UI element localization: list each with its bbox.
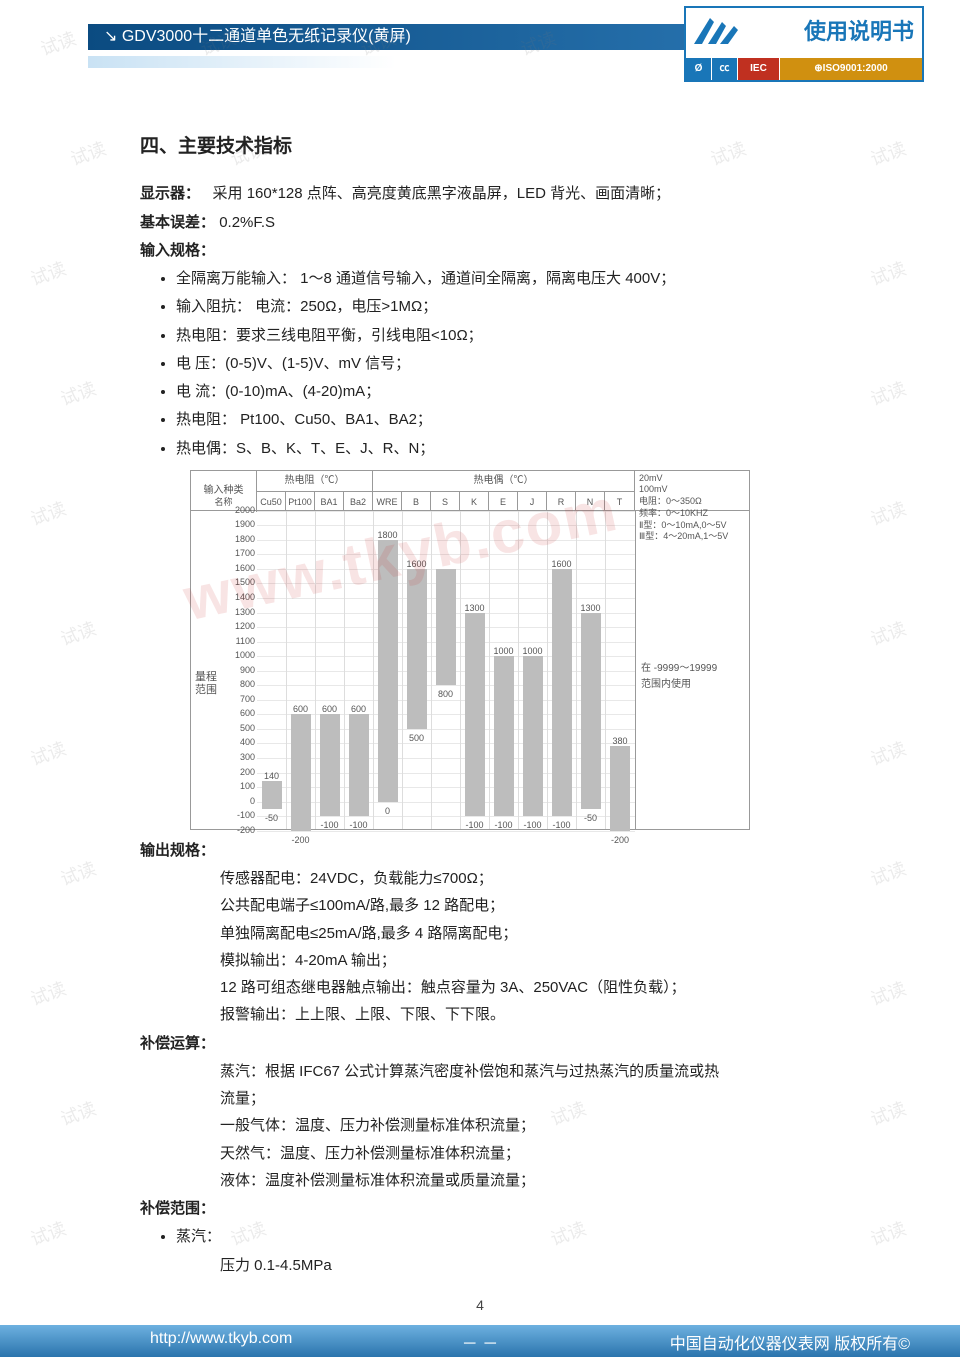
page-number: 4: [476, 1297, 484, 1313]
output-line: 报警输出：上上限、上限、下限、下下限。: [220, 1002, 860, 1028]
chart-h4-line: 100mV: [639, 484, 668, 496]
chart-bar: [465, 613, 485, 817]
range-chart: 输入种类 热电阻（℃） 热电偶（℃） 20mV 100mV 电阻：0～350Ω …: [190, 470, 750, 830]
range-label: 补偿范围：: [140, 1196, 860, 1222]
comp-line: 流量；: [220, 1086, 860, 1112]
chart-h4-line: Ⅲ型：4～20mA,1～5V: [639, 531, 728, 543]
input-bullet: 电 压：(0-5)V、(1-5)V、mV 信号；: [176, 351, 860, 377]
header-corner: 使用说明书 Ø ㏄ IEC ⊕ISO9001:2000: [684, 6, 924, 82]
watermark-small: 试读: [27, 255, 70, 292]
logo-wing-icon: [692, 12, 742, 46]
watermark-small: 试读: [867, 615, 910, 652]
chart-h4-line: Ⅱ型：0～10mA,0～5V: [639, 520, 726, 532]
chart-bar: [262, 781, 282, 809]
badge-4: ⊕ISO9001:2000: [780, 58, 922, 80]
chart-ylabels: -200-10001002003004005006007008009001000…: [227, 511, 257, 829]
comp-block: 蒸汽：根据 IFC67 公式计算蒸汽密度补偿饱和蒸汽与过热蒸汽的质量流或热 流量…: [220, 1059, 860, 1194]
content: 四、主要技术指标 显示器： 采用 160*128 点阵、高亮度黄底黑字液晶屏，L…: [140, 120, 860, 1280]
chart-bar: [610, 746, 630, 830]
footer-dash: － －: [462, 1330, 498, 1354]
input-bullet: 电 流：(0-10)mA、(4-20)mA；: [176, 379, 860, 405]
output-line: 12 路可组态继电器触点输出：触点容量为 3A、250VAC（阻性负载）；: [220, 975, 860, 1001]
range-block: 压力 0.1-4.5MPa: [220, 1253, 860, 1279]
banner-text: GDV3000十二通道单色无纸记录仪(黄屏): [122, 28, 411, 45]
chart-bar: [407, 569, 427, 729]
footer-copyright: 中国自动化仪器仪表网 版权所有©: [670, 1330, 910, 1354]
section-title: 四、主要技术指标: [140, 130, 860, 163]
output-line: 单独隔离配电≤25mA/路,最多 4 路隔离配电；: [220, 921, 860, 947]
output-line: 传感器配电：24VDC，负载能力≤700Ω；: [220, 866, 860, 892]
watermark-small: 试读: [867, 375, 910, 412]
chart-col-header-2: 热电阻（℃）: [257, 471, 373, 491]
watermark-small: 试读: [867, 735, 910, 772]
corner-title: 使用说明书: [804, 14, 914, 46]
footer-url: http://www.tkyb.com: [150, 1330, 292, 1348]
range-val: 压力 0.1-4.5MPa: [220, 1253, 860, 1279]
comp-line: 天然气：温度、压力补偿测量标准体积流量；: [220, 1141, 860, 1167]
watermark-small: 试读: [867, 975, 910, 1012]
comp-line: 液体：温度补偿测量标准体积流量或质量流量；: [220, 1168, 860, 1194]
input-bullets: 全隔离万能输入： 1～8 通道信号输入，通道间全隔离，隔离电压大 400V； 输…: [176, 266, 860, 462]
comp-line: 一般气体：温度、压力补偿测量标准体积流量；: [220, 1113, 860, 1139]
watermark-small: 试读: [37, 25, 80, 62]
chart-bar: [523, 656, 543, 816]
watermark-small: 试读: [57, 615, 100, 652]
input-bullet: 热电偶：S、B、K、T、E、J、R、N；: [176, 436, 860, 462]
watermark-small: 试读: [867, 135, 910, 172]
chart-col-header-3: 热电偶（℃）: [373, 471, 635, 491]
watermark-small: 试读: [57, 375, 100, 412]
footer: http://www.tkyb.com － － 中国自动化仪器仪表网 版权所有©: [0, 1325, 960, 1357]
chart-bar: [378, 540, 398, 802]
chart-bar: [436, 569, 456, 685]
input-bullet: 热电阻：要求三线电阻平衡，引线电阻<10Ω；: [176, 323, 860, 349]
watermark-small: 试读: [27, 975, 70, 1012]
chart-right-note: 在 -9999～19999 范围内使用: [641, 661, 743, 693]
watermark-small: 试读: [57, 1095, 100, 1132]
input-bullet: 输入阻抗： 电流：250Ω，电压>1MΩ；: [176, 294, 860, 320]
chart-bar: [291, 714, 311, 830]
chart-bar: [552, 569, 572, 816]
error-val: 0.2%F.S: [219, 214, 275, 231]
watermark-small: 试读: [867, 855, 910, 892]
chart-h4-line: 20mV: [639, 473, 663, 485]
header-badges: Ø ㏄ IEC ⊕ISO9001:2000: [686, 58, 922, 80]
display-label: 显示器：: [140, 185, 200, 202]
input-label: 输入规格：: [140, 238, 860, 264]
chart-h4-line: 电阻：0～350Ω: [639, 496, 702, 508]
chart-plot: 140-50600-200600-100600-1001800016005008…: [257, 511, 635, 829]
chart-h4-line: 频率：0～10KHZ: [639, 508, 708, 520]
chart-bar: [494, 656, 514, 816]
watermark-small: 试读: [27, 495, 70, 532]
watermark-small: 试读: [867, 1095, 910, 1132]
output-line: 公共配电端子≤100mA/路,最多 12 路配电；: [220, 893, 860, 919]
error-label: 基本误差：: [140, 214, 215, 231]
chart-col-header-4: 20mV 100mV 电阻：0～350Ω 频率：0～10KHZ Ⅱ型：0～10m…: [635, 471, 749, 510]
output-line: 模拟输出：4-20mA 输出；: [220, 948, 860, 974]
watermark-small: 试读: [867, 255, 910, 292]
banner-icon: ↘: [104, 28, 117, 45]
comp-label: 补偿运算：: [140, 1031, 860, 1057]
input-bullet: 全隔离万能输入： 1～8 通道信号输入，通道间全隔离，隔离电压大 400V；: [176, 266, 860, 292]
watermark-small: 试读: [57, 855, 100, 892]
range-bullet: 蒸汽：: [176, 1224, 860, 1250]
output-label: 输出规格：: [140, 838, 860, 864]
watermark-small: 试读: [867, 1215, 910, 1252]
output-block: 传感器配电：24VDC，负载能力≤700Ω； 公共配电端子≤100mA/路,最多…: [220, 866, 860, 1029]
comp-line: 蒸汽：根据 IFC67 公式计算蒸汽密度补偿饱和蒸汽与过热蒸汽的质量流或热: [220, 1059, 860, 1085]
chart-yaxis-title: 量程 范围: [195, 671, 217, 697]
chart-bar: [581, 613, 601, 809]
chart-bar: [349, 714, 369, 816]
watermark-small: 试读: [27, 1215, 70, 1252]
watermark-small: 试读: [67, 135, 110, 172]
badge-1: Ø: [686, 58, 712, 80]
watermark-small: 试读: [867, 495, 910, 532]
watermark-small: 试读: [27, 735, 70, 772]
badge-2: ㏄: [712, 58, 738, 80]
range-bullets: 蒸汽：: [176, 1224, 860, 1250]
input-bullet: 热电阻： Pt100、Cu50、BA1、BA2；: [176, 407, 860, 433]
chart-subheader: 名称 Cu50Pt100BA1Ba2WREBSKEJRNT: [257, 491, 635, 511]
chart-bar: [320, 714, 340, 816]
badge-3: IEC: [738, 58, 780, 80]
display-val: 采用 160*128 点阵、高亮度黄底黑字液晶屏，LED 背光、画面清晰；: [213, 185, 671, 202]
